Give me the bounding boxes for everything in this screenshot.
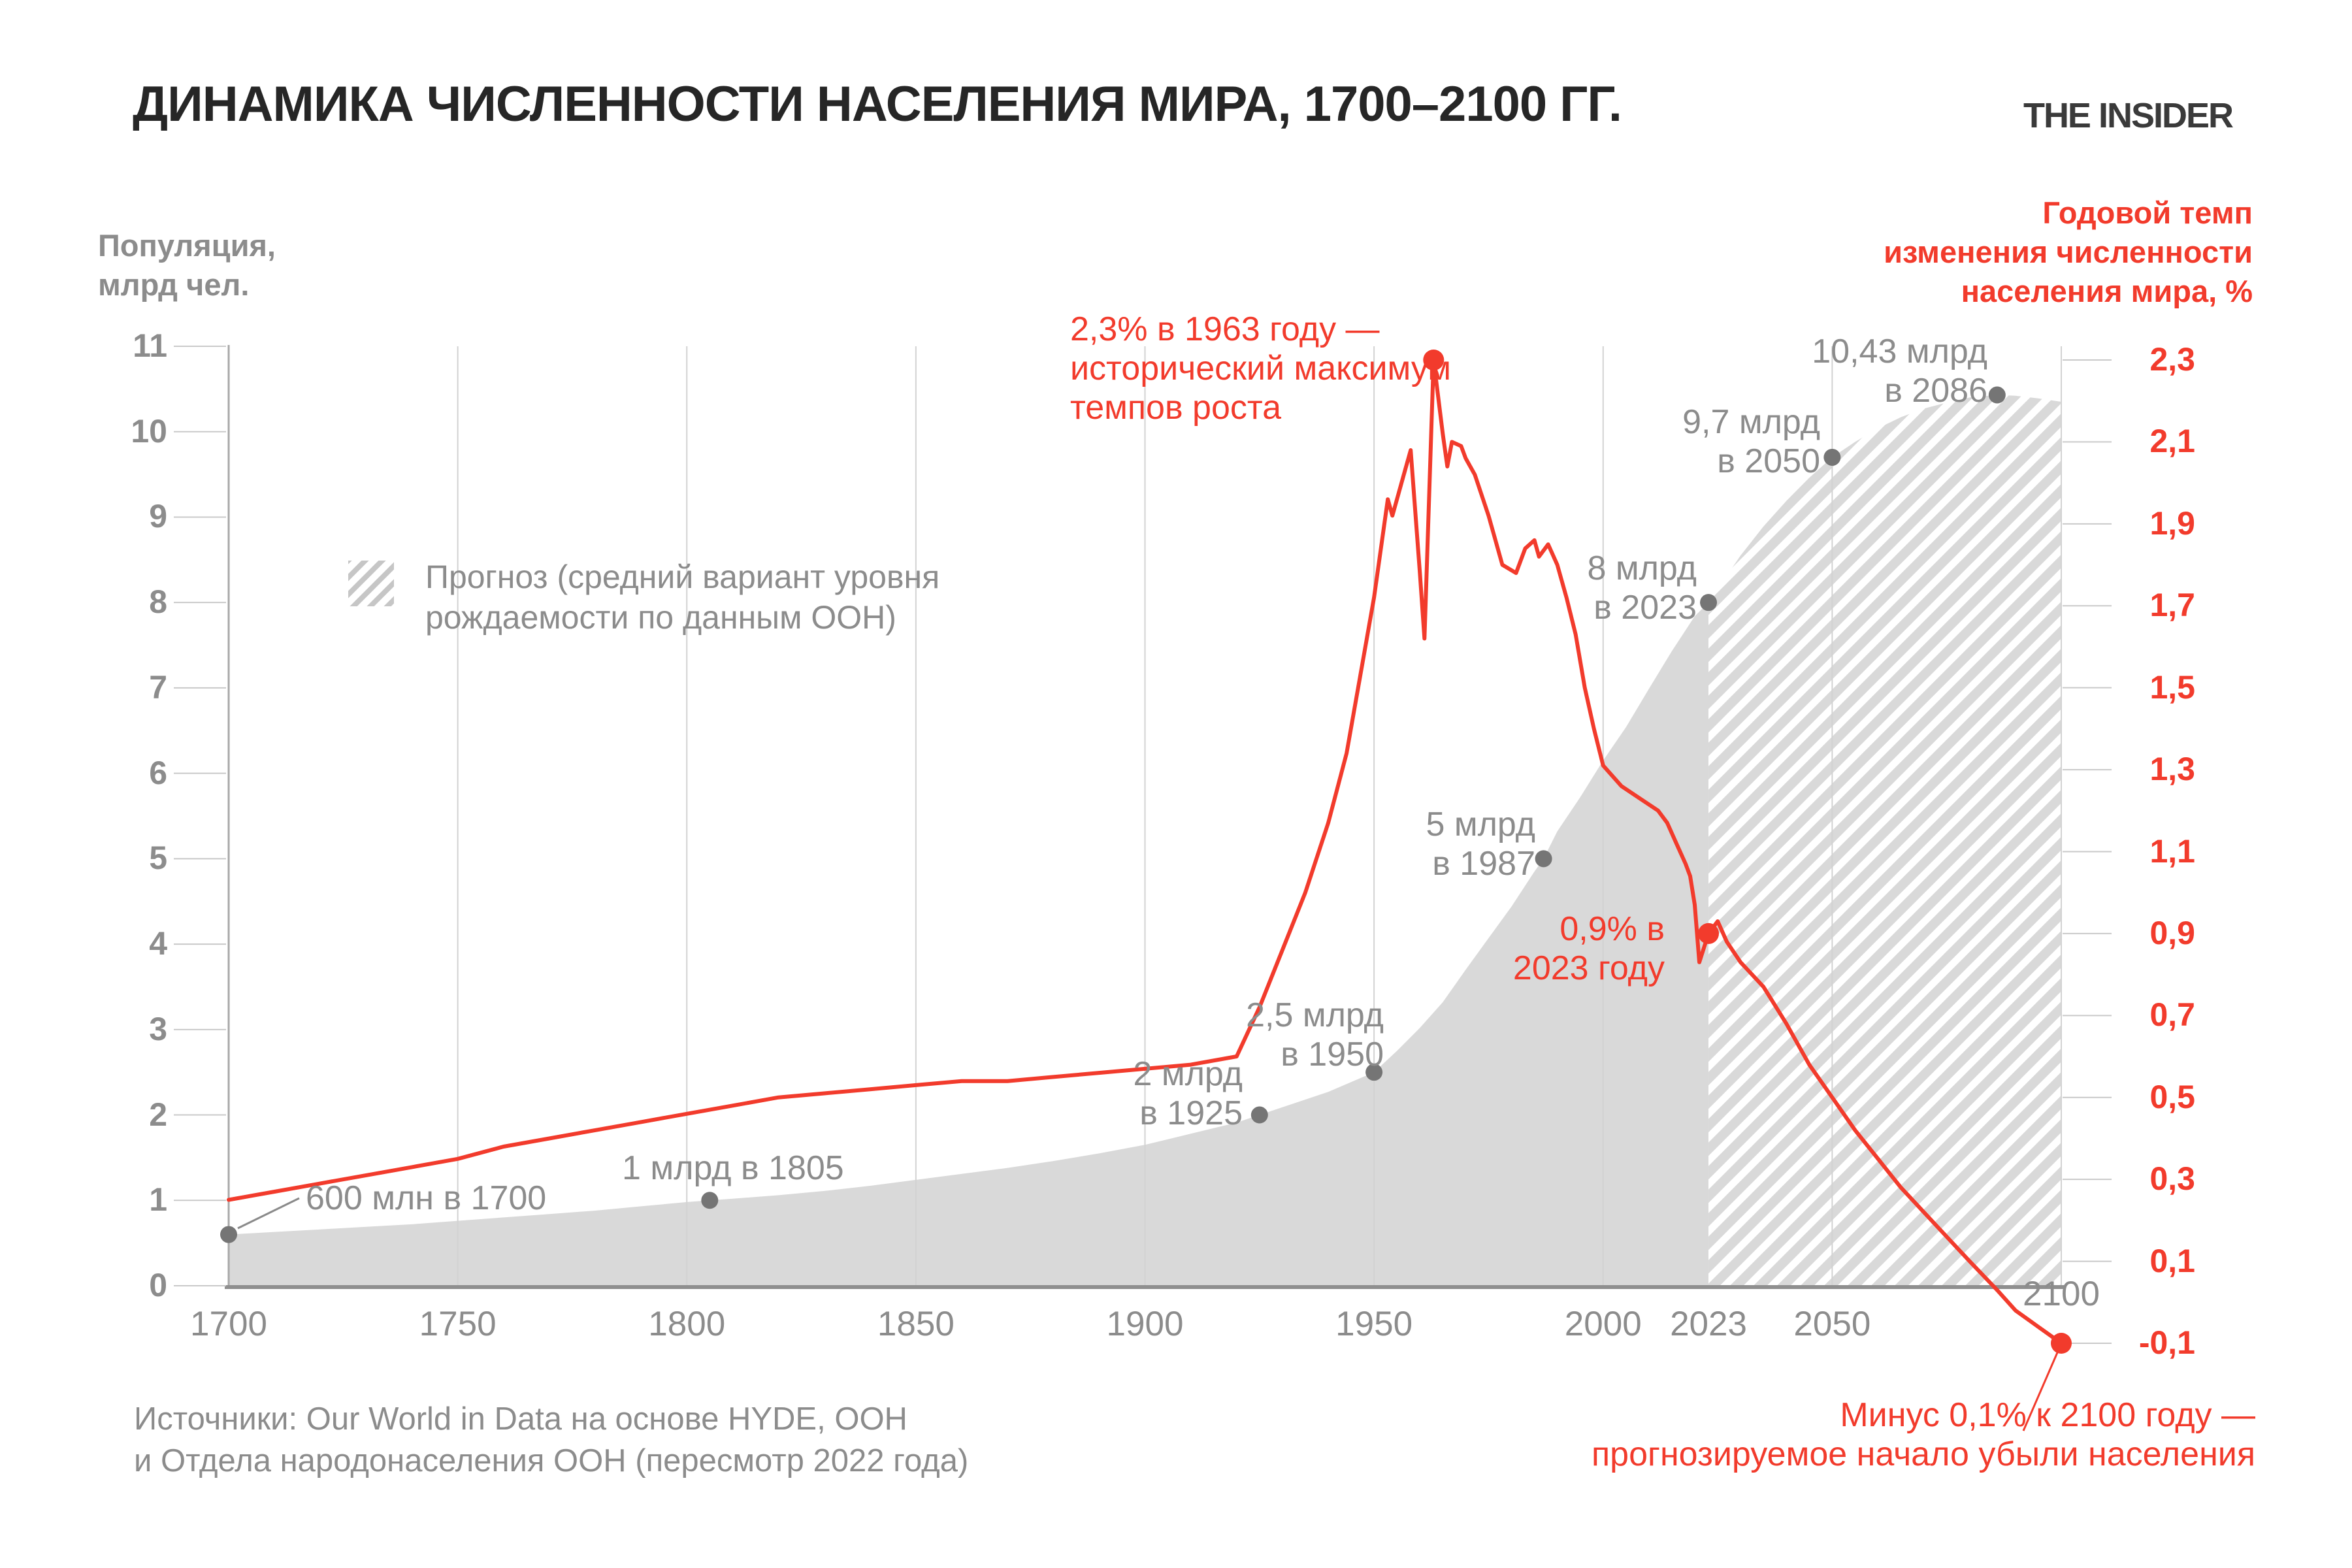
population-dot-1925 — [1250, 1106, 1268, 1124]
forecast-hatch-swatch-icon — [348, 561, 394, 606]
population-dot-1987 — [1535, 850, 1552, 868]
population-dot-1805 — [701, 1192, 719, 1209]
forecast-legend-label-line: рождаемости по данным ООН) — [425, 599, 896, 636]
leader-line-600mln — [237, 1197, 300, 1230]
page-title: ДИНАМИКА ЧИСЛЕННОСТИ НАСЕЛЕНИЯ МИРА, 170… — [133, 76, 1622, 132]
population-dot-1700 — [220, 1226, 237, 1243]
left-axis-title: Популяция, млрд чел. — [98, 226, 276, 304]
brand-logo: THE INSIDER — [2023, 96, 2234, 135]
right-axis-title-line: изменения численности — [1884, 235, 2253, 269]
right-axis-title-line: Годовой темп — [2042, 195, 2253, 230]
population-area-forecast-hatched — [1708, 395, 2061, 1286]
population-dot-2023 — [1700, 594, 1718, 612]
leader-line-minus01 — [2022, 1350, 2059, 1431]
right-axis-title: Годовой темп изменения численности насел… — [1884, 193, 2253, 311]
forecast-legend-label-line: Прогноз (средний вариант уровня — [425, 559, 940, 595]
left-axis-title-line: млрд чел. — [98, 267, 250, 302]
population-dot-2050 — [1823, 448, 1841, 466]
population-dot-2086 — [1988, 386, 2006, 404]
population-area-historical — [229, 602, 1709, 1286]
sources-line: Источники: Our World in Data на основе H… — [134, 1401, 907, 1437]
growth-dot-2023 — [1698, 923, 1720, 944]
right-axis-title-line: населения мира, % — [1961, 274, 2253, 308]
sources-note: Источники: Our World in Data на основе H… — [134, 1398, 968, 1482]
sources-line: и Отдела народонаселения ООН (пересмотр … — [134, 1443, 969, 1478]
growth-rate-line — [227, 358, 2063, 1345]
growth-dot-2100 — [2051, 1333, 2072, 1354]
growth-dot-1963 — [1423, 350, 1445, 370]
forecast-legend-label: Прогноз (средний вариант уровня рождаемо… — [425, 557, 939, 638]
left-axis-title-line: Популяция, — [98, 228, 276, 263]
population-dot-1950 — [1365, 1064, 1383, 1081]
